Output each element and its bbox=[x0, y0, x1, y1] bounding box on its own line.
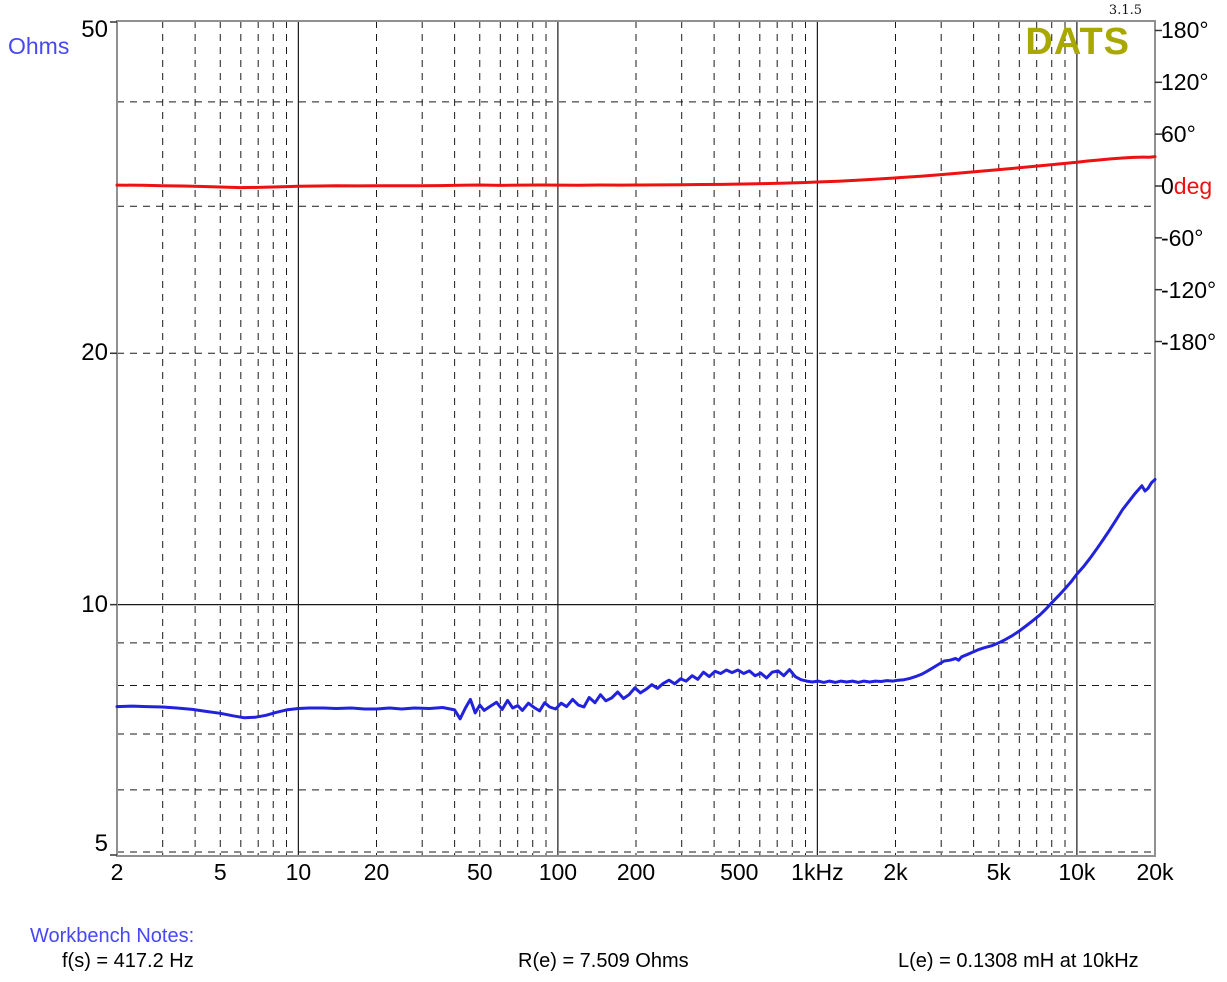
phase-tick-text: 180° bbox=[1161, 17, 1209, 44]
frequency-axis-tick-label: 50 bbox=[466, 859, 493, 885]
frequency-axis-tick-label: 200 bbox=[616, 859, 656, 885]
phase-axis-tick-label: 60° bbox=[1161, 122, 1227, 147]
frequency-axis-tick-label: 10k bbox=[1058, 859, 1096, 885]
phase-tick-text: deg bbox=[1173, 173, 1213, 199]
frequency-axis-tick-label: 500 bbox=[720, 859, 759, 885]
frequency-axis-tick-label: 2k bbox=[883, 859, 908, 885]
plot-border bbox=[116, 20, 1156, 857]
le-note: L(e) = 0.1308 mH at 10kHz bbox=[898, 950, 1139, 972]
frequency-axis-tick-label: 20k bbox=[1136, 859, 1174, 885]
frequency-axis-tick-label: 5 bbox=[213, 859, 227, 885]
fs-note: f(s) = 417.2 Hz bbox=[62, 950, 194, 972]
phase-tick-text: 0 bbox=[1161, 173, 1174, 199]
frequency-axis-tick-label: 10 bbox=[285, 859, 312, 885]
app-title: DATS bbox=[1025, 21, 1130, 63]
phase-curve bbox=[115, 155, 1157, 190]
phase-tick-text: 60° bbox=[1161, 121, 1196, 148]
app-version: 3.1.5 bbox=[1108, 3, 1142, 18]
phase-tick-text: 120° bbox=[1161, 69, 1209, 96]
frequency-axis-tick-label: 100 bbox=[538, 859, 578, 885]
phase-axis-tick-label: 180° bbox=[1161, 18, 1227, 43]
phase-axis-tick-label: -60° bbox=[1161, 224, 1227, 251]
ohms-axis-tick-label: 5 bbox=[94, 830, 108, 857]
phase-axis-tick-label: -120° bbox=[1161, 276, 1227, 303]
ohms-axis-tick-label: 20 bbox=[81, 339, 108, 367]
ohms-axis-label: Ohms bbox=[8, 33, 70, 59]
phase-axis-tick-label: 120° bbox=[1161, 70, 1227, 95]
phase-axis-tick-label: -180° bbox=[1161, 328, 1227, 355]
ohms-axis-tick-label: 50 bbox=[81, 16, 108, 43]
frequency-axis-tick-label: 2 bbox=[110, 859, 124, 885]
frequency-axis-tick-label: 5k bbox=[986, 859, 1011, 885]
phase-axis-tick-label: 0deg bbox=[1161, 174, 1227, 199]
phase-tick-text: -120° bbox=[1161, 276, 1217, 303]
ohms-axis-tick-label: 10 bbox=[81, 590, 108, 618]
phase-tick-text: -180° bbox=[1161, 328, 1217, 355]
re-note: R(e) = 7.509 Ohms bbox=[518, 950, 689, 972]
frequency-axis-tick-label: 1kHz bbox=[791, 859, 844, 885]
impedance-curve bbox=[115, 478, 1157, 721]
workbench-notes-header: Workbench Notes: bbox=[30, 925, 195, 947]
phase-tick-text: -60° bbox=[1161, 224, 1204, 251]
frequency-axis-tick-label: 20 bbox=[363, 859, 390, 885]
